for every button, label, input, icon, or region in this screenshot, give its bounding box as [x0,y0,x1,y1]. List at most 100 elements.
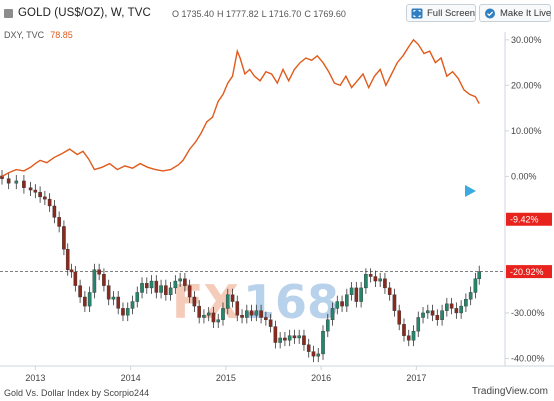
gold-candle [416,311,421,338]
gold-candle [321,325,325,360]
gold-candle [330,302,335,326]
gold-candle [468,286,473,306]
gold-candle [225,288,230,315]
gold-candle [83,291,87,313]
gold-candle [364,268,368,294]
symbol-square-icon [4,9,13,18]
gold-candle [254,304,259,322]
gold-candle [421,307,425,324]
gold-candle [28,181,33,196]
gold-candle [340,295,344,313]
gold-candle [0,170,4,185]
gold-candle [125,302,130,322]
y-tick-label: -40.00% [511,353,545,363]
gold-candle [187,279,192,303]
symbol-title: GOLD (US$/OZ), W, TVC [18,7,151,19]
full-screen-button[interactable]: Full Screen [406,4,476,22]
make-it-live-label: Make It Live [500,8,552,19]
check-circle-icon [485,8,495,19]
gold-candle [273,320,278,349]
compare-value: 78.85 [50,30,73,40]
value-flag-label: -20.92% [510,267,544,277]
gold-candle [22,175,26,194]
gold-candle [302,329,306,351]
gold-candle [354,281,359,308]
gold-candle [144,277,149,294]
gold-candle [149,275,154,294]
gold-candle [52,200,57,224]
gold-candle [359,281,363,308]
gold-candle [33,184,38,199]
x-tick-label: 2014 [121,373,141,383]
gold-candle [477,265,482,285]
play-arrow-icon[interactable] [465,185,476,197]
gold-candle [173,275,178,294]
fx168-watermark: FX 168 [172,275,339,329]
gold-candle [43,190,47,206]
gold-candle [397,304,402,331]
y-tick-label: 0.00% [511,171,537,181]
gold-candle [325,313,330,338]
gold-candle [240,309,244,324]
gold-candle [430,304,435,322]
gold-candle [311,345,316,363]
gold-series [0,170,482,363]
chart-caption: Gold Vs. Dollar Index by Scorpio244 [4,388,150,398]
gold-candle [383,272,387,294]
gold-candle [411,325,416,347]
gold-candle [216,313,221,328]
gold-candle [245,304,249,324]
y-tick-label: 20.00% [511,80,542,90]
gold-candle [87,286,92,313]
gold-candle [206,307,211,322]
gold-candle [259,304,263,324]
gold-candle [459,300,463,319]
full-screen-label: Full Screen [427,8,476,19]
gold-candle [449,297,454,315]
gold-candle [197,300,201,324]
ohlc-l: L 1716.70 [261,9,302,19]
gold-candle [159,279,163,299]
watermark-168: 168 [243,275,339,329]
gold-candle [211,307,216,328]
x-tick-label: 2015 [216,373,236,383]
gold-candle [268,313,273,333]
y-axis-ticks: 30.00% 20.00% 10.00% 0.00% -30.00% -40.00% [505,35,545,363]
gold-candle [221,302,225,326]
tradingview-brand[interactable]: TradingView.com [471,386,548,397]
compare-legend: DXY, TVC 78.85 [4,30,73,40]
gold-candle [111,291,116,306]
gold-candle [140,277,144,299]
gold-candle [135,286,140,308]
x-tick-label: 2016 [311,373,331,383]
gold-candle [130,295,135,315]
gold-candle [283,332,287,347]
gold-candle [57,211,61,233]
gold-candle [349,281,354,301]
gold-candle [192,291,197,313]
gold-candle [392,288,397,317]
gold-candle [445,297,449,317]
gold-candle [473,272,478,299]
gold-candle [316,347,321,363]
gold-candle [306,338,311,358]
gold-candle [373,270,378,287]
y-tick-label: 30.00% [511,35,542,45]
x-axis-ticks: 2013 2014 2015 2016 2017 [25,366,426,383]
gold-candle [69,263,74,278]
gold-candle [297,329,301,344]
gold-candle [335,295,340,315]
expand-icon [411,8,423,19]
gold-candle [345,288,349,313]
gold-candle [406,329,411,347]
gold-candle [440,304,444,326]
gold-candle [164,279,168,301]
make-it-live-button[interactable]: Make It Live [479,4,551,22]
gold-candle [264,311,268,326]
gold-candle [454,302,459,319]
gold-candle [287,329,292,347]
ohlc-c: C 1769.60 [304,9,346,19]
y-tick-label: -30.00% [511,308,545,318]
value-flag-gold: -20.92% [506,265,552,279]
